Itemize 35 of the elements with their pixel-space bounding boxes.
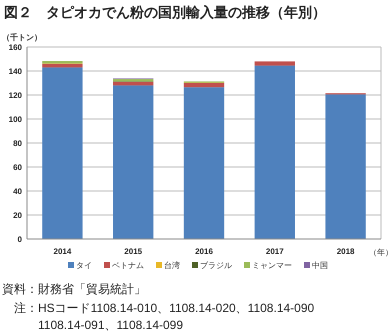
y-tick-label: 60: [13, 163, 23, 172]
bar: [113, 85, 154, 239]
x-tick-label: 2018: [336, 247, 356, 256]
y-tick-label: 40: [13, 187, 23, 196]
bar: [254, 66, 295, 239]
x-tick-label: 2016: [195, 247, 214, 256]
text: 注：HSコード1108.14-010、1108.14-020、1108.14-090: [14, 301, 315, 315]
legend-label: ミャンマー: [252, 261, 292, 270]
y-tick-label: 0: [18, 235, 23, 244]
y-tick-label: 80: [13, 139, 23, 148]
x-axis-title: （年）: [369, 248, 389, 257]
x-tick-label: 2017: [266, 247, 284, 256]
chart-title: 図２ タピオカでん粉の国別輸入量の推移（年別）: [4, 4, 326, 20]
y-tick-label: 100: [8, 115, 23, 124]
legend-label: ベトナム: [112, 261, 144, 270]
legend-label: 台湾: [164, 261, 180, 270]
bar: [184, 83, 224, 88]
bar: [254, 61, 295, 66]
bar: [42, 67, 83, 239]
y-tick-label: 160: [8, 43, 23, 52]
bar: [325, 94, 366, 239]
y-tick-label: 120: [8, 91, 23, 100]
text: 資料：財務省「貿易統計」: [2, 282, 146, 296]
x-tick-label: 2015: [124, 247, 143, 256]
bar: [184, 87, 224, 239]
y-axis-title: （千トン）: [2, 33, 42, 42]
x-tick-label: 2014: [54, 247, 72, 256]
y-tick-label: 20: [13, 211, 23, 220]
legend-label: 中国: [312, 261, 328, 270]
text: 1108.14-091、1108.14-099: [38, 318, 184, 332]
bar: [42, 64, 83, 68]
legend-label: ブラジル: [200, 261, 232, 270]
y-tick-label: 140: [8, 67, 23, 76]
legend-label: タイ: [76, 261, 92, 270]
bar: [113, 82, 154, 86]
